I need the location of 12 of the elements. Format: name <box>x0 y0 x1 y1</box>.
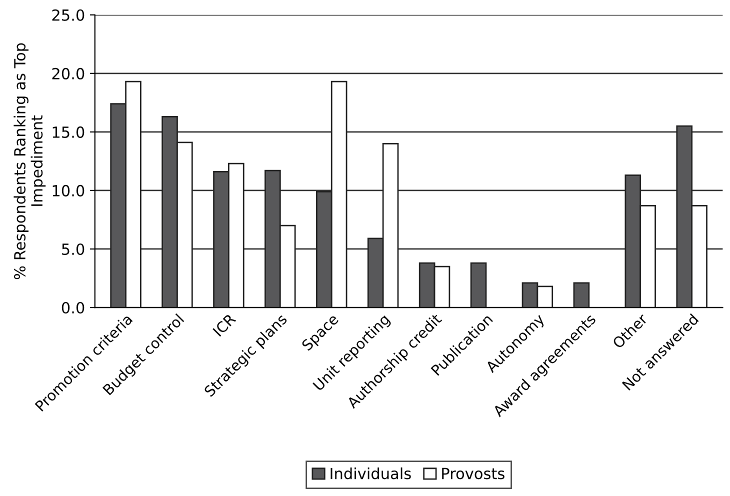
x-tick-label: ICR <box>212 312 236 337</box>
y-tick-label: 10.0 <box>52 184 84 196</box>
legend-label: Provosts <box>442 468 504 480</box>
y-tick-label: 15.0 <box>52 126 84 138</box>
legend-label: Individuals <box>330 467 411 480</box>
y-tick-label: 20.0 <box>52 68 84 80</box>
bar <box>470 262 487 308</box>
y-axis-title: % Respondents Ranking as Top Impediment <box>14 43 46 280</box>
y-tick-label: 0.0 <box>62 302 84 314</box>
y-tick-label: 5.0 <box>62 243 84 256</box>
bar <box>573 282 590 308</box>
y-tick-label: 25.0 <box>52 9 84 21</box>
